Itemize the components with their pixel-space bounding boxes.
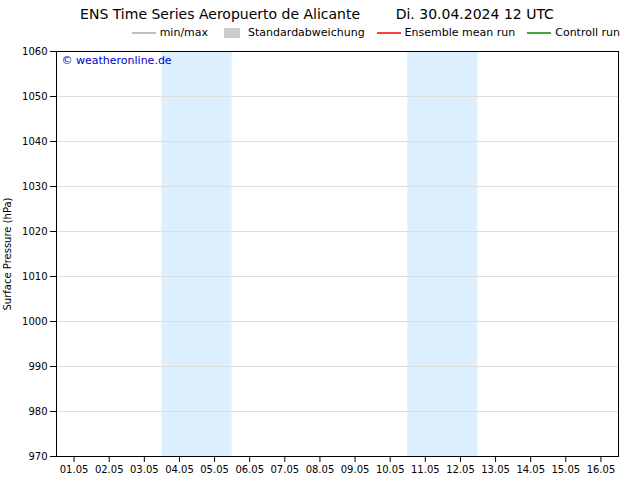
svg-text:14.05: 14.05 [516,464,545,475]
svg-text:1050: 1050 [22,91,47,102]
svg-text:06.05: 06.05 [235,464,264,475]
html-text:min/max: min/max [159,26,209,39]
svg-text:980: 980 [28,406,47,417]
svg-text:07.05: 07.05 [270,464,299,475]
svg-text:16.05: 16.05 [587,464,616,475]
svg-text:10.05: 10.05 [376,464,405,475]
svg-text:1060: 1060 [22,46,47,57]
html-text:ENS Time Series Aeropuerto de: ENS Time Series Aeropuerto de Alicante D… [80,6,554,22]
svg-text:04.05: 04.05 [165,464,194,475]
svg-text:05.05: 05.05 [200,464,229,475]
html-text:Standardabweichung: Standardabweichung [248,26,365,39]
svg-text:09.05: 09.05 [341,464,370,475]
svg-text:13.05: 13.05 [481,464,510,475]
svg-text:1010: 1010 [22,271,47,282]
svg-text:03.05: 03.05 [130,464,159,475]
svg-text:1020: 1020 [22,226,47,237]
svg-text:970: 970 [28,451,47,462]
svg-text:1030: 1030 [22,181,47,192]
svg-text:1000: 1000 [22,316,47,327]
svg-text:990: 990 [28,361,47,372]
svg-text:15.05: 15.05 [551,464,580,475]
svg-text:Surface Pressure (hPa): Surface Pressure (hPa) [2,197,13,310]
svg-text:11.05: 11.05 [411,464,440,475]
html-text:Controll run: Controll run [555,26,620,39]
svg-text:01.05: 01.05 [60,464,89,475]
svg-text:© weatheronline.de: © weatheronline.de [62,54,172,67]
html-text:Ensemble mean run: Ensemble mean run [404,26,516,39]
svg-text:08.05: 08.05 [306,464,335,475]
svg-text:1040: 1040 [22,136,47,147]
svg-text:12.05: 12.05 [446,464,475,475]
svg-text:02.05: 02.05 [95,464,124,475]
